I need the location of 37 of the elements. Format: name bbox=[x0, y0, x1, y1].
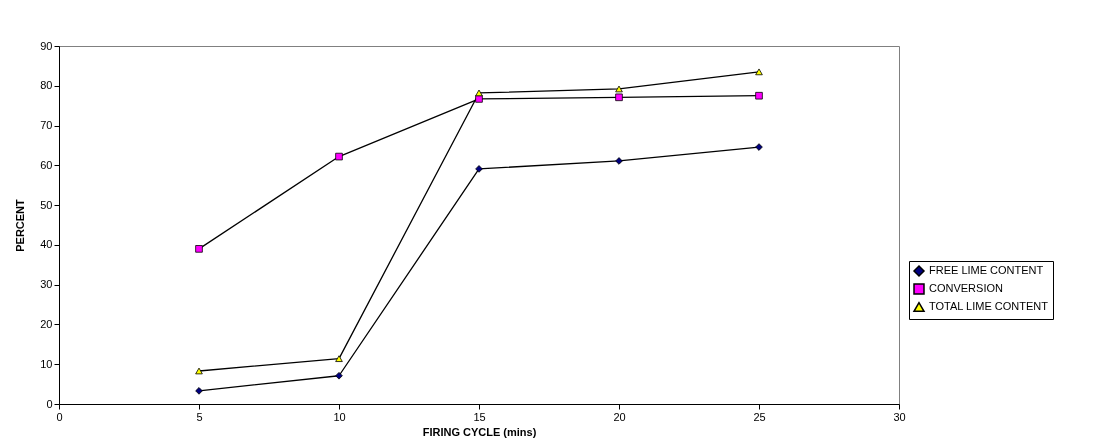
point bbox=[755, 68, 763, 76]
x-tick-label: 25 bbox=[753, 410, 766, 423]
x-tick-label: 5 bbox=[196, 410, 203, 423]
point bbox=[335, 355, 343, 362]
y-tick-label: 90 bbox=[40, 39, 53, 52]
y-axis-title: PERCENT bbox=[14, 198, 27, 252]
y-tick-label: 40 bbox=[40, 238, 53, 251]
point bbox=[475, 89, 483, 97]
point bbox=[615, 157, 623, 165]
x-tick-label: 0 bbox=[56, 410, 63, 423]
point bbox=[615, 93, 623, 102]
point bbox=[335, 372, 343, 380]
point bbox=[615, 85, 623, 93]
x-tick-label: 30 bbox=[893, 410, 906, 423]
x-tick-label: 10 bbox=[333, 410, 346, 423]
point bbox=[195, 367, 203, 375]
legend-label: FREE LIME CONTENT bbox=[929, 264, 1044, 276]
point bbox=[755, 91, 763, 100]
y-tick-label: 20 bbox=[40, 317, 53, 330]
x-tick-label: 15 bbox=[473, 410, 486, 423]
legend-label: TOTAL LIME CONTENT bbox=[929, 300, 1049, 312]
y-tick-label: 70 bbox=[40, 119, 53, 132]
point bbox=[475, 95, 483, 103]
y-tick-label: 60 bbox=[40, 158, 53, 171]
legend-label: CONVERSION bbox=[929, 282, 1004, 294]
point bbox=[195, 245, 203, 253]
point bbox=[475, 165, 483, 173]
y-tick-label: 30 bbox=[40, 278, 53, 291]
y-tick-label: 80 bbox=[40, 79, 53, 92]
point bbox=[195, 387, 203, 395]
y-tick-label: 0 bbox=[46, 397, 53, 410]
x-tick-label: 20 bbox=[613, 410, 626, 423]
point bbox=[755, 143, 763, 151]
y-tick-label: 50 bbox=[40, 198, 53, 211]
point bbox=[335, 152, 343, 161]
y-tick-label: 10 bbox=[40, 357, 53, 370]
x-axis-title: FIRING CYCLE (mins) bbox=[422, 425, 537, 438]
